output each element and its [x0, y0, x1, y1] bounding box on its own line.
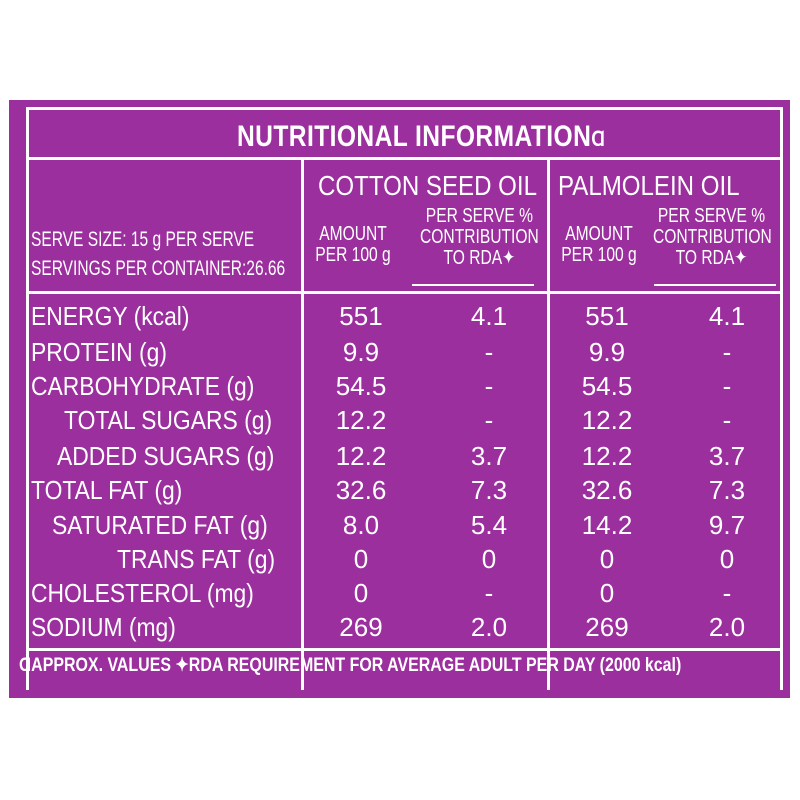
- palm-amount: 32.6: [581, 475, 633, 505]
- table-frame: [26, 107, 783, 690]
- cotton-rda: 3.7: [470, 441, 508, 471]
- cotton-amount: 551: [339, 301, 383, 331]
- nutrient-label: SATURATED FAT (g): [52, 510, 268, 540]
- subheader-cotton-amount: AMOUNT PER 100 g: [315, 223, 391, 266]
- nutrient-label: PROTEIN (g): [31, 337, 168, 367]
- palm-amount: 269: [585, 612, 629, 642]
- title-divider: [26, 157, 783, 160]
- palm-rda: 0: [719, 544, 735, 574]
- palm-amount: 14.2: [581, 510, 633, 540]
- cotton-rda: 2.0: [470, 612, 508, 642]
- cotton-amount: 9.9: [342, 337, 380, 367]
- nutrient-label: ENERGY (kcal): [31, 301, 190, 331]
- cotton-rda: -: [484, 371, 494, 401]
- cotton-rda: -: [484, 337, 494, 367]
- cotton-amount: 12.2: [335, 441, 387, 471]
- palm-rda: 7.3: [708, 475, 746, 505]
- nutrient-label: TOTAL FAT (g): [31, 475, 183, 505]
- table-title: NUTRITIONAL INFORMATIONⱭ: [237, 122, 605, 152]
- palm-rda: -: [722, 337, 732, 367]
- nutrient-label: ADDED SUGARS (g): [57, 441, 275, 471]
- cotton-amount: 54.5: [335, 371, 387, 401]
- cotton-rda: -: [484, 405, 494, 435]
- subheader-cotton-rda: PER SERVE % CONTRIBUTION TO RDA✦: [420, 205, 539, 269]
- oil-column-divider: [547, 160, 550, 690]
- label-column-divider: [301, 160, 304, 690]
- palm-rda: 9.7: [708, 510, 746, 540]
- cotton-rda: 0: [481, 544, 497, 574]
- subheader-palm-amount: AMOUNT PER 100 g: [561, 223, 637, 266]
- servings-per-container: SERVINGS PER CONTAINER:26.66: [31, 257, 286, 280]
- palm-rda-underline: [654, 284, 776, 286]
- cotton-rda-underline: [412, 284, 534, 286]
- palm-rda: 2.0: [708, 612, 746, 642]
- column-header-cotton: COTTON SEED OIL: [318, 170, 537, 201]
- palm-amount: 9.9: [588, 337, 626, 367]
- palm-rda: -: [722, 371, 732, 401]
- footer-divider: [26, 648, 783, 651]
- palm-amount: 551: [585, 301, 629, 331]
- serve-size: SERVE SIZE: 15 g PER SERVE: [31, 228, 255, 251]
- nutrient-label: TRANS FAT (g): [117, 544, 276, 574]
- cotton-rda: 5.4: [470, 510, 508, 540]
- cotton-amount: 32.6: [335, 475, 387, 505]
- cotton-amount: 0: [353, 578, 369, 608]
- cotton-rda: 4.1: [470, 301, 508, 331]
- nutrient-label: CARBOHYDRATE (g): [31, 371, 255, 401]
- palm-amount: 12.2: [581, 441, 633, 471]
- nutrient-label: SODIUM (mg): [31, 612, 176, 642]
- cotton-rda: 7.3: [470, 475, 508, 505]
- cotton-amount: 8.0: [342, 510, 380, 540]
- cotton-amount: 12.2: [335, 405, 387, 435]
- nutrient-label: CHOLESTEROL (mg): [31, 578, 254, 608]
- palm-amount: 0: [599, 578, 615, 608]
- palm-amount: 54.5: [581, 371, 633, 401]
- palm-amount: 12.2: [581, 405, 633, 435]
- palm-rda: -: [722, 405, 732, 435]
- nutrition-panel: NUTRITIONAL INFORMATIONⱭ COTTON SEED OIL…: [9, 100, 790, 698]
- cotton-rda: -: [484, 578, 494, 608]
- title-text: NUTRITIONAL INFORMATION: [237, 120, 592, 153]
- footnote: ⱭAPPROX. VALUES ✦RDA REQUIREMENT FOR AVE…: [19, 655, 682, 676]
- palm-rda: -: [722, 578, 732, 608]
- palm-rda: 4.1: [708, 301, 746, 331]
- palm-amount: 0: [599, 544, 615, 574]
- palm-rda: 3.7: [708, 441, 746, 471]
- subheader-palm-rda: PER SERVE % CONTRIBUTION TO RDA✦: [653, 205, 772, 269]
- header-divider: [26, 291, 783, 294]
- cotton-amount: 0: [353, 544, 369, 574]
- column-header-palm: PALMOLEIN OIL: [558, 170, 740, 201]
- approx-marker-icon: Ɑ: [591, 126, 606, 151]
- nutrient-label: TOTAL SUGARS (g): [64, 405, 273, 435]
- cotton-amount: 269: [339, 612, 383, 642]
